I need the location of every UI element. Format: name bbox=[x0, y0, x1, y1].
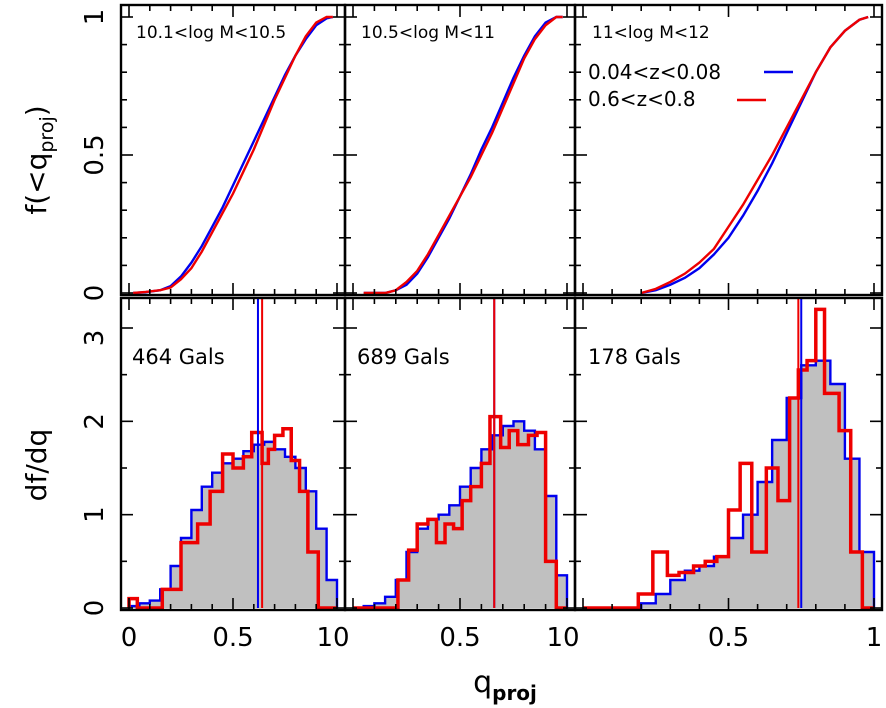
cdf-high-z-panel-2 bbox=[363, 15, 563, 295]
legend-label-high-z: 0.6<z<0.8 bbox=[588, 87, 696, 111]
frame-top-panel-1 bbox=[119, 3, 347, 297]
cdf-high-z-panel-1 bbox=[133, 15, 333, 295]
xtick-label-panel-2: 10 bbox=[546, 623, 579, 653]
ytick-label-top: 0 bbox=[80, 285, 110, 302]
xtick-label-panel-1: 0.5 bbox=[212, 623, 253, 653]
top-ylabel-sub: proj bbox=[36, 116, 58, 152]
top-ylabel-close: ) bbox=[20, 105, 53, 116]
top-ylabel: f(<qproj) bbox=[20, 105, 58, 214]
ytick-label-bottom: 2 bbox=[80, 413, 110, 430]
panel-3: 0.5 1 bbox=[573, 3, 884, 653]
ytick-label-bottom: 3 bbox=[80, 330, 110, 347]
panel-1: 0 0.5 10 bbox=[119, 3, 350, 653]
ytick-label-top: 0.5 bbox=[80, 134, 110, 175]
frame-top-panel-3 bbox=[573, 3, 884, 297]
histogram-high-z-panel-2 bbox=[353, 414, 567, 610]
legend: 0.04<z<0.08 0.6<z<0.8 bbox=[588, 60, 793, 111]
panel-2: 0.5 10 bbox=[343, 3, 580, 653]
top-ylabel-main: f(<q bbox=[20, 153, 53, 215]
ytick-label-bottom: 0 bbox=[80, 600, 110, 617]
bottom-ylabel: df/dq bbox=[20, 429, 53, 502]
xtick-label-panel-1: 0 bbox=[121, 623, 138, 653]
histogram-high-z-panel-1 bbox=[127, 427, 337, 610]
xlabel: qproj bbox=[473, 665, 537, 705]
histogram-high-z-panel-3 bbox=[583, 307, 874, 610]
cdf-low-z-panel-3 bbox=[640, 15, 869, 295]
ytick-label-bottom: 1 bbox=[80, 506, 110, 523]
xtick-label-panel-3: 0.5 bbox=[708, 623, 749, 653]
bottom-ylabel-text: df/dq bbox=[20, 429, 53, 502]
histogram-low-z-panel-3 bbox=[583, 359, 876, 610]
ytick-label-top: 1 bbox=[80, 9, 110, 26]
legend-label-low-z: 0.04<z<0.08 bbox=[588, 60, 721, 84]
mass-label-panel-2: 10.5<log M<11 bbox=[361, 23, 495, 43]
cdf-low-z-panel-1 bbox=[133, 15, 334, 295]
cdf-high-z-panel-3 bbox=[640, 15, 869, 295]
count-label-panel-2: 689 Gals bbox=[357, 345, 450, 369]
count-label-panel-3: 178 Gals bbox=[588, 345, 681, 369]
xtick-label-panel-2: 0.5 bbox=[439, 623, 480, 653]
mass-label-panel-3: 11<log M<12 bbox=[592, 23, 710, 43]
mass-label-panel-1: 10.1<log M<10.5 bbox=[136, 23, 286, 43]
xlabel-sub: proj bbox=[492, 681, 537, 705]
count-label-panel-1: 464 Gals bbox=[132, 345, 225, 369]
xtick-label-panel-3: 1 bbox=[866, 623, 883, 653]
svg-text:f(<qproj): f(<qproj) bbox=[20, 105, 58, 214]
xtick-label-panel-1: 10 bbox=[316, 623, 349, 653]
cdf-low-z-panel-2 bbox=[363, 15, 563, 295]
histogram-fill-panel-3 bbox=[583, 360, 874, 608]
xlabel-main: q bbox=[473, 665, 492, 700]
frame-top-panel-2 bbox=[343, 3, 577, 297]
